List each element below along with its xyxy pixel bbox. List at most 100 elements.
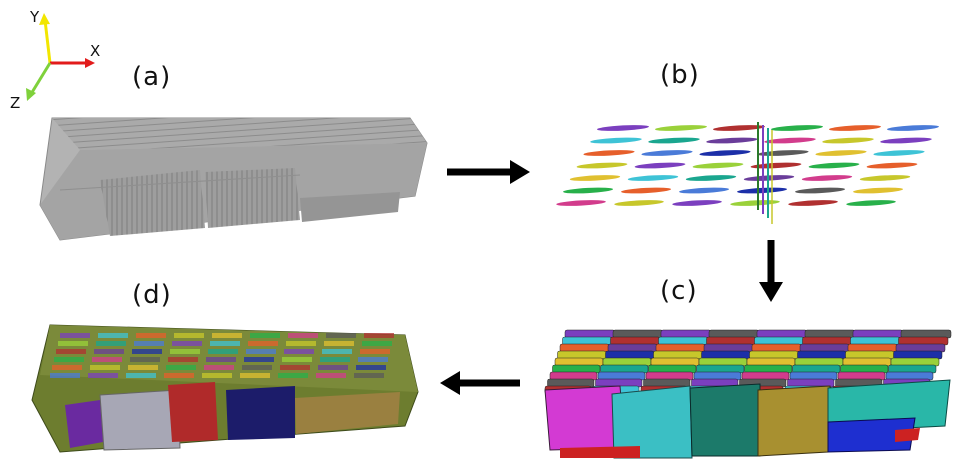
surface-tile: [242, 365, 272, 370]
surface-tile: [50, 373, 80, 378]
surface-tile: [240, 373, 270, 378]
fiber-slice: [764, 137, 816, 144]
surface-tile: [318, 365, 348, 370]
surface-tile: [364, 333, 394, 338]
fiber-slice: [808, 162, 860, 169]
fiber-slice: [788, 200, 838, 206]
surface-tile: [96, 341, 126, 346]
panel-d-labeled-block: [31, 324, 419, 453]
z-axis-arrowhead: [26, 88, 36, 101]
panel-b-fiber-slices: [556, 125, 939, 206]
fiber-slice: [648, 137, 700, 144]
surface-tile: [282, 357, 312, 362]
surface-tile: [56, 349, 86, 354]
surface-tile: [126, 373, 156, 378]
surface-tile: [280, 365, 310, 370]
surface-tile: [60, 333, 90, 338]
fiber-slice: [556, 200, 606, 206]
fiber-slice: [569, 175, 621, 181]
fiber-slice: [576, 162, 628, 169]
surface-tile: [320, 357, 350, 362]
surface-tile: [322, 349, 352, 354]
fiber-slice: [815, 150, 867, 156]
surface-tile: [128, 365, 158, 370]
fiber-slice: [873, 150, 925, 156]
surface-tile: [362, 341, 392, 346]
surface-tile: [134, 341, 164, 346]
fiber-slice: [590, 137, 642, 144]
panel-a-block: [39, 117, 428, 241]
fiber-slice: [887, 125, 939, 131]
surface-tile: [250, 333, 280, 338]
surface-tile: [130, 357, 160, 362]
fiber-slice: [706, 137, 758, 144]
surface-tile: [174, 333, 204, 338]
surface-tile: [284, 349, 314, 354]
fiber-slice: [859, 175, 911, 181]
surface-tile: [54, 357, 84, 362]
panel-c-label: (c): [660, 276, 698, 306]
panel-d-label: (d): [132, 280, 172, 310]
surface-tile: [244, 357, 274, 362]
surface-tile: [98, 333, 128, 338]
surface-tile: [172, 341, 202, 346]
surface-tile: [202, 373, 232, 378]
flow-arrows: [440, 160, 783, 395]
fiber-slice: [597, 125, 649, 131]
fiber-slice: [583, 150, 635, 156]
arrow-a-to-b: [447, 160, 530, 184]
fiber-slice: [621, 187, 671, 194]
surface-tile: [58, 341, 88, 346]
surface-tile: [90, 365, 120, 370]
fiber-slice: [771, 125, 823, 131]
fiber-slice: [822, 137, 874, 144]
fiber-slice: [655, 125, 707, 131]
surface-tile: [354, 373, 384, 378]
y-axis-arrowhead: [39, 13, 50, 25]
panel-b-label: (b): [660, 60, 700, 90]
surface-tile: [132, 349, 162, 354]
panel-c-segmented-block: [544, 329, 952, 459]
fiber-slice: [692, 162, 744, 169]
z-axis-label: Z: [10, 94, 21, 112]
fiber-slice: [713, 125, 765, 131]
panel-a-label: (a): [132, 62, 172, 92]
surface-tile: [52, 365, 82, 370]
fiber-slice: [641, 150, 693, 156]
coordinate-axes: [26, 13, 95, 101]
surface-tile: [166, 365, 196, 370]
surface-tile: [208, 349, 238, 354]
fiber-slice: [853, 187, 903, 194]
surface-tile: [246, 349, 276, 354]
y-axis-label: Y: [30, 8, 40, 26]
fiber-slice: [685, 175, 737, 181]
surface-tile: [206, 357, 236, 362]
surface-tile: [136, 333, 166, 338]
fiber-slice: [563, 187, 613, 194]
surface-tile: [170, 349, 200, 354]
x-axis-arrowhead: [85, 58, 95, 68]
fiber-slice: [880, 137, 932, 144]
arrow-c-to-d: [440, 371, 520, 395]
surface-tile: [316, 373, 346, 378]
surface-tile: [164, 373, 194, 378]
fiber-slice: [699, 150, 751, 156]
x-axis-label: X: [90, 42, 101, 60]
fiber-slice: [614, 200, 664, 206]
surface-tile: [210, 341, 240, 346]
fiber-slice: [634, 162, 686, 169]
z-axis-arrow: [29, 62, 52, 95]
surface-tile: [88, 373, 118, 378]
surface-tile: [94, 349, 124, 354]
fiber-slice: [866, 162, 918, 169]
surface-tile: [360, 349, 390, 354]
fiber-slice: [846, 200, 896, 206]
fiber-slice: [757, 150, 809, 156]
fiber-slice: [801, 175, 853, 181]
panel-b-vertical-slices: [757, 122, 773, 224]
surface-tile: [248, 341, 278, 346]
surface-tile: [288, 333, 318, 338]
fiber-slice: [627, 175, 679, 181]
fiber-slice: [679, 187, 729, 194]
surface-tile: [204, 365, 234, 370]
